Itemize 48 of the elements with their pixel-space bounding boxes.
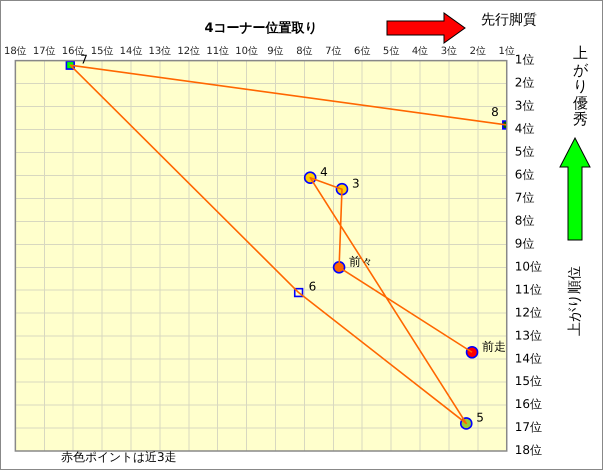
x-tick-label: 17位 (32, 45, 56, 58)
y-tick-label: 6位 (514, 168, 534, 182)
y-tick-label: 8位 (514, 213, 534, 228)
y-tick-label: 3位 (514, 98, 534, 113)
y-tick-label: 7位 (514, 190, 534, 205)
x-tick-label: 9位 (267, 45, 284, 58)
y-tick-label: 9位 (514, 236, 534, 250)
y-tick-label: 10位 (514, 259, 542, 274)
x-tick-label: 16位 (62, 45, 85, 58)
annotation: 前走 (482, 339, 506, 354)
annotation: 前々 (349, 254, 374, 268)
y-tick-label: 16位 (514, 397, 542, 412)
y-tick-label: 5位 (514, 144, 534, 159)
y-tick-label: 4位 (514, 122, 534, 136)
y-tick-label: 11位 (514, 282, 542, 296)
x-tick-label: 18位 (4, 45, 27, 58)
point (466, 346, 478, 359)
annotation: 8 (491, 105, 499, 120)
annotation: 3 (352, 176, 360, 190)
annotation: 5 (476, 410, 484, 425)
text: 上がり優秀 (573, 44, 588, 128)
x-axis-title: 4コーナー位置取り (204, 21, 318, 36)
text: 先行脚質 (481, 11, 537, 29)
y-tick-label: 15位 (514, 374, 542, 388)
y-tick-label: 12位 (514, 305, 542, 320)
x-tick-label: 4位 (412, 45, 428, 58)
x-tick-label: 10位 (235, 45, 258, 58)
x-tick-label: 6位 (354, 45, 370, 58)
x-tick-label: 1位 (498, 45, 515, 58)
x-tick-label: 11位 (206, 45, 230, 58)
annotation: 赤色ポイントは近3走 (61, 449, 177, 466)
x-tick-label: 8位 (296, 45, 313, 58)
y-tick-label: 18位 (514, 443, 542, 458)
y-axis-title: 上がり順位 (566, 266, 584, 336)
annotation: 4 (320, 164, 328, 179)
y-tick-label: 14位 (514, 351, 542, 366)
y-tick-label: 17位 (514, 420, 542, 434)
x-tick-label: 13位 (148, 45, 172, 58)
x-tick-label: 3位 (440, 45, 458, 58)
x-tick-label: 2位 (470, 45, 486, 58)
y-tick-label: 2位 (514, 76, 534, 90)
x-tick-label: 15位 (90, 45, 114, 58)
annotation: 6 (308, 280, 316, 294)
x-tick-label: 5位 (382, 45, 400, 58)
x-tick-label: 14位 (120, 45, 142, 58)
x-tick-label: 12位 (177, 45, 200, 58)
x-tick-label: 7位 (325, 45, 342, 58)
y-tick-label: 13位 (514, 328, 542, 342)
